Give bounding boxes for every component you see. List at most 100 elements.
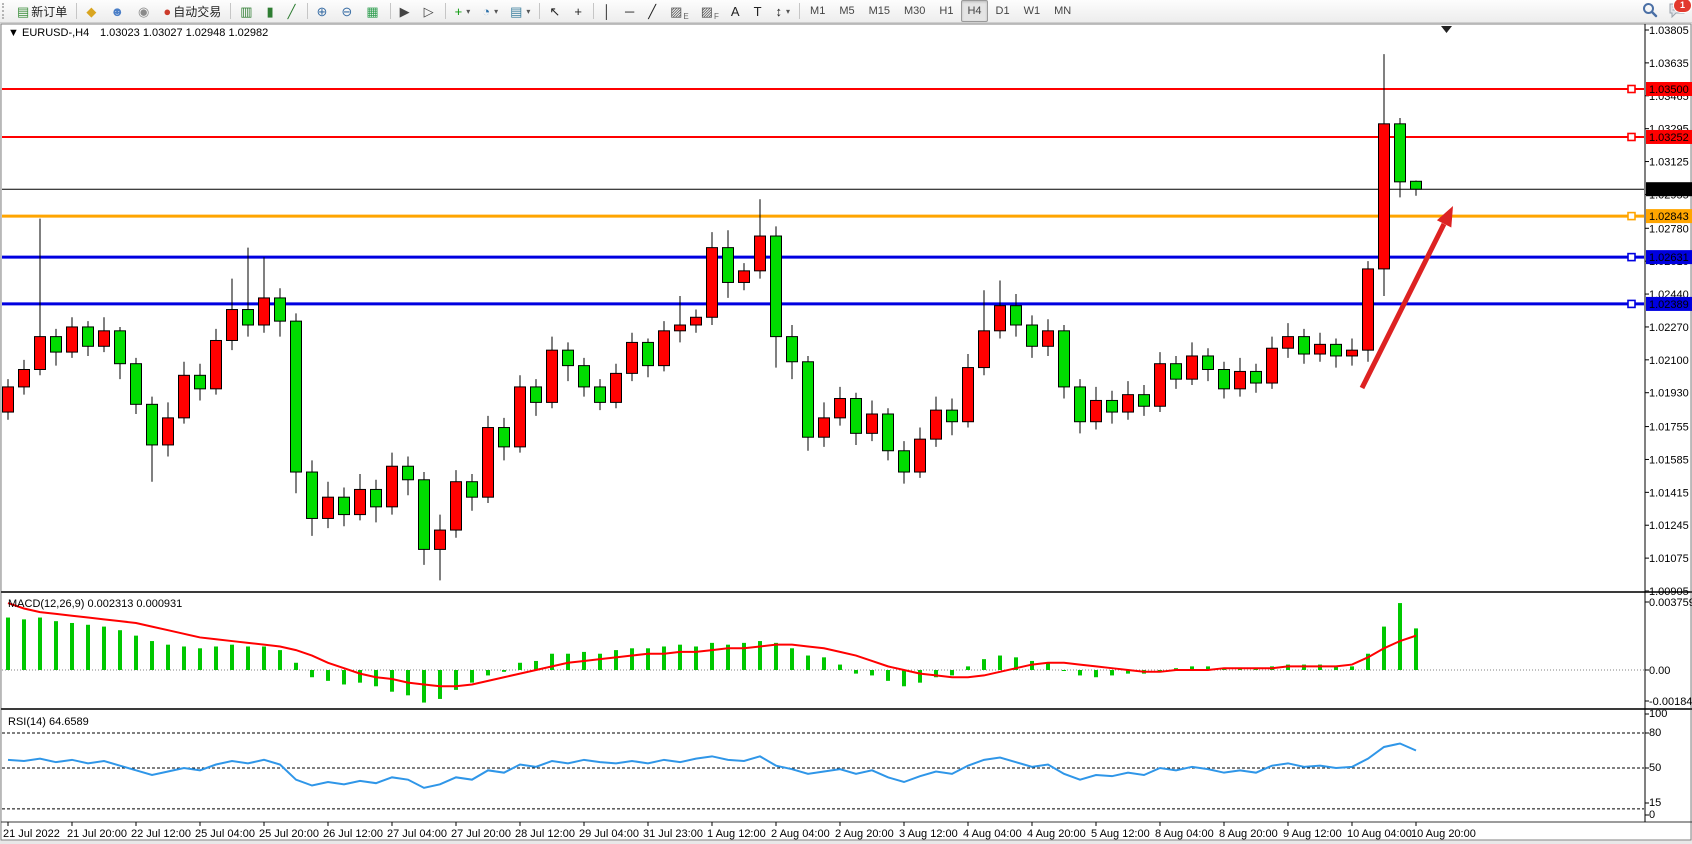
hline-1.03252[interactable]: 1.03252 <box>2 129 1692 144</box>
shift-chart-button[interactable]: ▷ <box>419 0 441 22</box>
macd-histogram-bar <box>1206 666 1210 670</box>
hline-1.02843[interactable]: 1.02843 <box>2 209 1692 224</box>
time-tick-label: 25 Jul 20:00 <box>259 828 319 840</box>
hline-1.02982[interactable]: 1.02982 <box>2 182 1692 197</box>
zoom-out-button[interactable]: ⊖ <box>336 0 359 22</box>
crosshair-button[interactable]: + <box>569 0 589 22</box>
rsi-pane[interactable]: RSI(14) 64.6589 100 80 50 150 <box>2 708 1667 821</box>
price-badge-label: 1.02982 <box>1649 184 1689 196</box>
tile-windows-button[interactable]: ▦ <box>361 0 385 22</box>
price-tick-label: 1.00905 <box>1649 586 1689 598</box>
candle-body <box>210 339 222 390</box>
candle <box>370 479 382 523</box>
bar-chart-button[interactable]: ▥ <box>235 0 259 22</box>
chart-menu-arrow[interactable]: ▼ <box>8 27 19 39</box>
timeframe-button-w1[interactable]: W1 <box>1023 5 1041 17</box>
templates-button[interactable]: ▤ ▾ <box>505 0 535 22</box>
arrows-button[interactable]: ↕ ▾ <box>771 0 796 22</box>
macd-histogram-bar <box>518 662 522 670</box>
zoom-in-icon: ⊕ <box>316 3 328 19</box>
chart-window[interactable] <box>0 23 1692 841</box>
autotrade-button[interactable]: ● 自动交易 <box>158 0 226 22</box>
price-badge <box>1646 129 1692 144</box>
time-tick-label: 2 Aug 20:00 <box>835 828 894 840</box>
candle-body <box>1122 394 1134 413</box>
line-chart-button[interactable]: ╱ <box>283 0 303 22</box>
candle <box>850 392 862 445</box>
trendline-button[interactable]: ╱ <box>643 0 663 22</box>
hline-handle[interactable] <box>1627 299 1636 309</box>
cursor-button[interactable]: ↖ <box>544 0 567 22</box>
candle-body <box>1106 399 1118 413</box>
macd-histogram-bar <box>1414 628 1418 670</box>
candle-body <box>194 374 206 390</box>
candle-body <box>1138 394 1150 407</box>
search-button[interactable] <box>1642 2 1658 21</box>
arrow-shaft <box>1359 222 1447 390</box>
price-badge <box>1646 182 1692 197</box>
label-icon: T <box>753 3 762 19</box>
hline-1.03500[interactable]: 1.03500 <box>2 82 1692 97</box>
candle <box>834 386 846 426</box>
candle <box>18 359 30 395</box>
macd-histogram-bar <box>326 670 330 681</box>
candle <box>738 263 750 291</box>
auto-scroll-button[interactable]: ▶ <box>395 0 417 22</box>
fibonacci-button[interactable]: ▨ F <box>696 0 724 22</box>
timeframe-button-h4[interactable]: H4 <box>961 0 988 22</box>
timeframe-button-m15[interactable]: M15 <box>868 5 891 17</box>
text-button[interactable]: A <box>726 0 747 22</box>
candle-body <box>626 341 638 374</box>
timeframe-button-m5[interactable]: M5 <box>839 5 855 17</box>
macd-histogram-bar <box>294 662 298 670</box>
candle <box>1058 325 1070 399</box>
hline-handle[interactable] <box>1627 211 1636 221</box>
profile-button[interactable]: ☻ <box>105 0 131 22</box>
new-order-button[interactable]: ▤ 新订单 <box>12 0 72 22</box>
timeframe-button-mn[interactable]: MN <box>1054 5 1072 17</box>
time-tick-label: 3 Aug 12:00 <box>899 828 958 840</box>
time-tick-label: 10 Aug 04:00 <box>1347 828 1412 840</box>
zoom-in-button[interactable]: ⊕ <box>312 0 335 22</box>
macd-histogram-bar <box>1126 670 1130 674</box>
macd-pane[interactable]: MACD(12,26,9) 0.002313 0.000931 0.003759 0… <box>2 597 1692 708</box>
candle <box>482 415 494 503</box>
candle <box>34 218 46 376</box>
notifications-button[interactable]: 1 <box>1668 0 1692 21</box>
candlestick-button[interactable]: ▮ <box>262 0 281 22</box>
signal-button[interactable]: ◉ <box>133 0 156 22</box>
hline-handle[interactable] <box>1627 84 1636 94</box>
timeframe-button-h1[interactable]: H1 <box>939 5 954 17</box>
candle <box>722 230 734 298</box>
trend-arrow-annotation[interactable] <box>1359 206 1453 390</box>
search-icon <box>1643 2 1658 17</box>
hline-handle[interactable] <box>1627 252 1636 262</box>
timeframe-button-d1[interactable]: D1 <box>995 5 1010 17</box>
candle-body <box>322 496 334 519</box>
candle <box>402 456 414 496</box>
time-axis[interactable]: 21 Jul 2022 21 Jul 20:00 22 Jul 12:00 25 Ju… <box>3 822 1476 840</box>
label-button[interactable]: T <box>749 0 769 22</box>
candlesticks <box>2 54 1422 581</box>
periods-button[interactable]: ◔ ▾ <box>477 0 503 22</box>
candle-body <box>1074 386 1086 423</box>
indicators-button[interactable]: + ▾ <box>450 0 476 22</box>
hline-handle[interactable] <box>1627 132 1636 142</box>
horizontal-line-button[interactable]: ─ <box>620 0 641 22</box>
candle-body <box>658 330 670 367</box>
text-icon: A <box>730 3 740 19</box>
timeframe-button-m30[interactable]: M30 <box>904 5 926 17</box>
hline-1.02631[interactable]: 1.02631 <box>2 250 1692 265</box>
channel-button[interactable]: ▨ E <box>665 0 694 22</box>
shift-end-marker-icon[interactable] <box>1441 26 1452 33</box>
chart-title-symbol: EURUSD-,H4 <box>22 27 89 39</box>
timeframe-button-m1[interactable]: M1 <box>810 5 826 17</box>
candle-body <box>274 297 286 322</box>
candlestick-icon: ▮ <box>266 3 274 19</box>
gold-button[interactable]: ◆ <box>81 0 103 22</box>
candle-body <box>1250 370 1262 384</box>
price-tick-label: 1.01245 <box>1649 520 1689 532</box>
candle <box>754 199 766 279</box>
vertical-line-button[interactable]: │ <box>598 0 618 22</box>
